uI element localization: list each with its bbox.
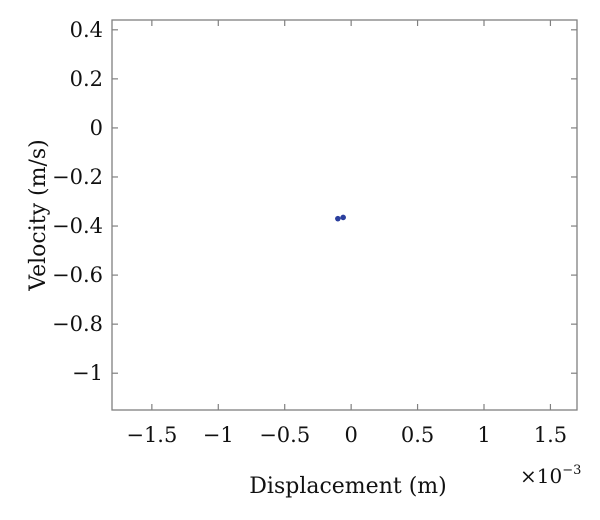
- x-tick-label: −1: [203, 423, 234, 447]
- x-tick-label: −0.5: [259, 423, 310, 447]
- data-points: [335, 214, 346, 222]
- plot-frame: [111, 19, 578, 411]
- x-axis-multiplier-exponent: −3: [562, 463, 581, 478]
- y-tick-label: 0: [90, 116, 103, 140]
- x-axis-label: Displacement (m): [249, 474, 446, 499]
- x-tick-labels: −1.5 −1 −0.5 0 0.5 1 1.5: [126, 423, 567, 447]
- y-tick-label: −0.8: [52, 312, 103, 336]
- y-tick-label: −0.6: [52, 263, 103, 287]
- x-tick-label: 0.5: [401, 423, 434, 447]
- data-point: [335, 215, 341, 222]
- y-tick-labels: 0.4 0.2 0 −0.2 −0.4 −0.6 −0.8 −1: [52, 18, 103, 385]
- x-axis-multiplier-base: ×10: [520, 464, 562, 488]
- y-tick-label: −0.2: [52, 165, 103, 189]
- x-tick-label: 1.5: [534, 423, 567, 447]
- x-tick-label: −1.5: [126, 423, 177, 447]
- x-tick-label: 1: [477, 423, 490, 447]
- y-tick-label: −1: [72, 361, 103, 385]
- y-tick-label: 0.2: [70, 67, 103, 91]
- data-point: [340, 214, 346, 221]
- y-tick-label: 0.4: [70, 18, 103, 42]
- x-tick-label: 0: [344, 423, 357, 447]
- y-tick-label: −0.4: [52, 214, 103, 238]
- x-axis-multiplier: ×10−3: [520, 463, 581, 488]
- tick-marks: [112, 20, 577, 410]
- y-axis-label: Velocity (m/s): [26, 139, 51, 292]
